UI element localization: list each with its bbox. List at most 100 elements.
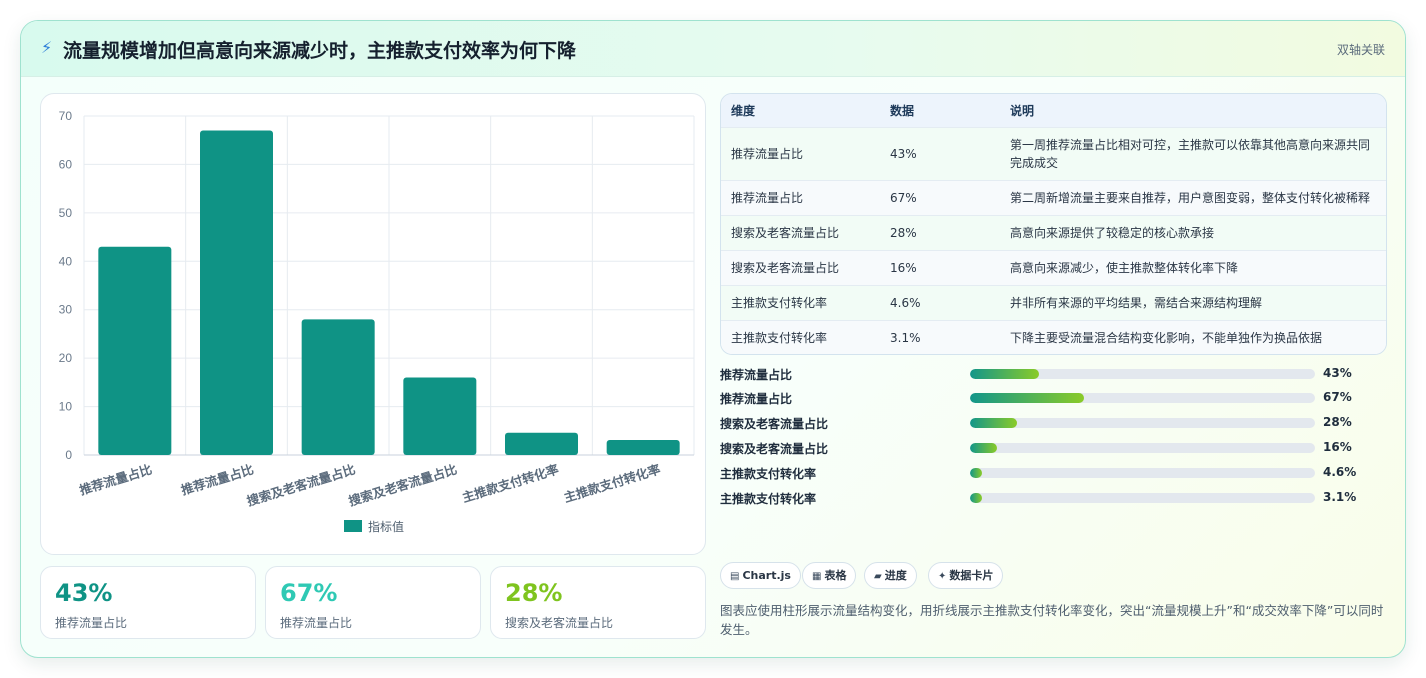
progress-track	[970, 418, 1315, 428]
y-tick-label: 20	[59, 351, 73, 365]
progress-label: 推荐流量占比	[720, 392, 793, 406]
column-header: 维度	[731, 103, 756, 118]
progress-value: 3.1%	[1323, 490, 1357, 504]
y-tick-label: 30	[59, 303, 73, 317]
progress-row: 主推款支付转化率 4.6%	[720, 463, 1387, 483]
table-icon: ▦	[812, 571, 822, 582]
chip-label: 进度	[884, 569, 907, 582]
progress-track	[970, 493, 1315, 503]
cell-dimension: 推荐流量占比	[721, 179, 880, 215]
progress-fill	[970, 418, 1017, 428]
bar-chart-panel: 0 10 20 30 40 50 60 70 推荐流量占比 推荐流量占比 搜索及老客流量占比 搜索及老…	[40, 93, 706, 555]
cell-description: 第一周推荐流量占比相对可控，主推款可以依靠其他高意向来源共同完成成交	[1000, 126, 1386, 180]
progress-label: 主推款支付转化率	[720, 467, 817, 481]
chart-icon: ▤	[730, 571, 740, 582]
x-tick-label: 推荐流量占比	[179, 461, 256, 497]
cell-dimension: 搜索及老客流量占比	[721, 214, 880, 250]
table-row: 搜索及老客流量占比 16% 高意向来源减少，使主推款整体转化率下降	[721, 249, 1386, 285]
cell-dimension: 主推款支付转化率	[721, 284, 880, 320]
chip-label: Chart.js	[742, 569, 791, 582]
y-tick-label: 60	[59, 157, 73, 171]
progress-value: 28%	[1323, 415, 1352, 429]
progress-row: 搜索及老客流量占比 28%	[720, 413, 1387, 433]
legend-swatch	[344, 520, 362, 532]
stat-card-3: 28% 搜索及老客流量占比	[490, 566, 706, 639]
progress-fill	[970, 468, 983, 478]
dashboard-card: ⚡ 流量规模增加但高意向来源减少时，主推款支付效率为何下降 双轴关联 0 10 20…	[20, 20, 1406, 658]
chip-progress[interactable]: ▰ 进度	[864, 562, 917, 589]
cell-data: 3.1%	[880, 319, 1000, 354]
table-row: 搜索及老客流量占比 28% 高意向来源提供了较稳定的核心款承接	[721, 214, 1386, 250]
sparkle-icon: ✦	[938, 571, 947, 582]
stat-card-2: 67% 推荐流量占比	[265, 566, 481, 639]
header-tag: 双轴关联	[1336, 43, 1385, 57]
cell-dimension: 主推款支付转化率	[721, 319, 880, 354]
y-tick-label: 0	[65, 448, 72, 462]
progress-row: 主推款支付转化率 3.1%	[720, 488, 1387, 508]
table-header-row: 维度 数据 说明	[721, 94, 1386, 127]
card-header: ⚡ 流量规模增加但高意向来源减少时，主推款支付效率为何下降 双轴关联	[21, 21, 1405, 77]
table-row: 主推款支付转化率 3.1% 下降主要受流量混合结构变化影响，不能单独作为换品依据	[721, 319, 1386, 354]
cell-data: 67%	[880, 179, 1000, 215]
chart-note: 图表应使用柱形展示流量结构变化，用折线展示主推款支付转化率变化，突出“流量规模上…	[720, 603, 1384, 637]
progress-value: 43%	[1323, 366, 1352, 380]
x-tick-label: 主推款支付转化率	[562, 461, 662, 505]
column-header: 数据	[890, 103, 915, 118]
progress-value: 16%	[1323, 440, 1352, 454]
bar	[301, 319, 375, 455]
progress-value: 4.6%	[1323, 465, 1357, 479]
progress-row: 搜索及老客流量占比 16%	[720, 438, 1387, 458]
stat-label: 推荐流量占比	[55, 616, 128, 630]
cell-data: 16%	[880, 249, 1000, 285]
bar	[403, 377, 477, 455]
progress-fill	[970, 369, 1039, 379]
progress-track	[970, 393, 1315, 403]
bar	[505, 432, 578, 455]
progress-track	[970, 443, 1315, 453]
legend-label: 指标值	[368, 519, 404, 534]
progress-row: 推荐流量占比 67%	[720, 388, 1387, 408]
progress-label: 主推款支付转化率	[720, 492, 817, 506]
progress-icon: ▰	[874, 571, 882, 582]
progress-label: 推荐流量占比	[720, 368, 793, 382]
x-tick-label: 搜索及老客流量占比	[347, 461, 459, 508]
progress-fill	[970, 443, 997, 453]
chip-label: 表格	[824, 569, 847, 582]
bar	[606, 439, 680, 455]
progress-label: 搜索及老客流量占比	[720, 442, 829, 456]
cell-description: 并非所有来源的平均结果，需结合来源结构理解	[1000, 284, 1386, 320]
progress-row: 推荐流量占比 43%	[720, 364, 1387, 384]
progress-track	[970, 468, 1315, 478]
cell-data: 43%	[880, 126, 1000, 180]
bar	[98, 246, 172, 455]
cell-description: 下降主要受流量混合结构变化影响，不能单独作为换品依据	[1000, 319, 1386, 354]
lightning-icon: ⚡	[41, 38, 53, 57]
stat-label: 搜索及老客流量占比	[505, 616, 614, 630]
chip-data-card[interactable]: ✦ 数据卡片	[928, 562, 1004, 589]
x-tick-label: 搜索及老客流量占比	[245, 461, 357, 508]
x-tick-label: 推荐流量占比	[78, 461, 155, 497]
table-row: 主推款支付转化率 4.6% 并非所有来源的平均结果，需结合来源结构理解	[721, 284, 1386, 320]
progress-track	[970, 369, 1315, 379]
y-tick-label: 70	[59, 109, 73, 123]
stat-value: 28%	[505, 579, 563, 607]
chip-table[interactable]: ▦ 表格	[802, 562, 857, 589]
progress-value: 67%	[1323, 390, 1352, 404]
chip-label: 数据卡片	[949, 569, 994, 582]
stat-card-1: 43% 推荐流量占比	[40, 566, 256, 639]
data-table: 维度 数据 说明 推荐流量占比 43% 第一周推荐流量占比相对可控，主推款可以依…	[720, 93, 1387, 355]
y-tick-label: 10	[59, 400, 73, 414]
progress-fill	[970, 393, 1084, 403]
cell-description: 高意向来源提供了较稳定的核心款承接	[1000, 214, 1386, 250]
cell-description: 第二周新增流量主要来自推荐，用户意图变弱，整体支付转化被稀释	[1000, 179, 1386, 215]
cell-dimension: 搜索及老客流量占比	[721, 249, 880, 285]
table-row: 推荐流量占比 67% 第二周新增流量主要来自推荐，用户意图变弱，整体支付转化被稀…	[721, 179, 1386, 215]
cell-data: 28%	[880, 214, 1000, 250]
cell-description: 高意向来源减少，使主推款整体转化率下降	[1000, 249, 1386, 285]
cell-dimension: 推荐流量占比	[721, 126, 880, 180]
progress-fill	[970, 493, 983, 503]
stat-label: 推荐流量占比	[280, 616, 353, 630]
chip-chartjs[interactable]: ▤ Chart.js	[720, 562, 801, 589]
table-row: 推荐流量占比 43% 第一周推荐流量占比相对可控，主推款可以依靠其他高意向来源共…	[721, 126, 1386, 180]
